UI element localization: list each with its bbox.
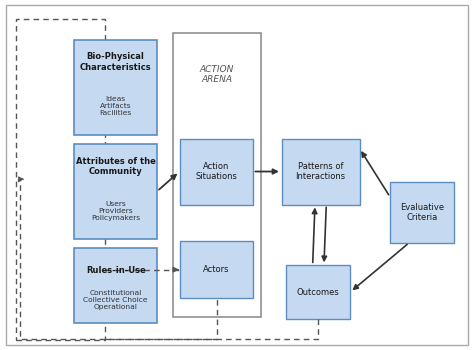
Text: Ideas
Artifacts
Facilities: Ideas Artifacts Facilities <box>100 96 132 117</box>
FancyArrowPatch shape <box>312 209 317 262</box>
Text: Attributes of the
Community: Attributes of the Community <box>76 156 155 176</box>
FancyBboxPatch shape <box>74 248 157 323</box>
Text: Patterns of
Interactions: Patterns of Interactions <box>296 162 346 181</box>
FancyBboxPatch shape <box>74 144 157 239</box>
Text: Action
Situations: Action Situations <box>195 162 237 181</box>
FancyArrowPatch shape <box>173 267 178 272</box>
FancyBboxPatch shape <box>286 265 350 319</box>
Text: Rules-in-Use: Rules-in-Use <box>86 266 146 275</box>
Text: Bio-Physical
Characteristics: Bio-Physical Characteristics <box>80 52 152 72</box>
Text: Constitutional
Collective Choice
Operational: Constitutional Collective Choice Operati… <box>83 290 148 310</box>
FancyArrowPatch shape <box>354 245 407 289</box>
FancyBboxPatch shape <box>173 33 261 317</box>
FancyBboxPatch shape <box>282 139 359 204</box>
FancyArrowPatch shape <box>159 175 176 190</box>
FancyArrowPatch shape <box>322 207 327 261</box>
Text: Outcomes: Outcomes <box>297 288 340 297</box>
FancyBboxPatch shape <box>180 139 253 204</box>
Text: Actors: Actors <box>203 265 229 274</box>
FancyBboxPatch shape <box>74 40 157 135</box>
FancyArrowPatch shape <box>362 152 389 195</box>
FancyBboxPatch shape <box>390 182 454 243</box>
FancyArrowPatch shape <box>255 169 277 174</box>
Text: Users
Providers
Policymakers: Users Providers Policymakers <box>91 201 140 220</box>
Text: Evaluative
Criteria: Evaluative Criteria <box>400 203 444 222</box>
Text: ACTION
ARENA: ACTION ARENA <box>200 65 234 84</box>
FancyArrowPatch shape <box>18 177 23 182</box>
FancyBboxPatch shape <box>6 5 468 345</box>
FancyBboxPatch shape <box>180 241 253 298</box>
